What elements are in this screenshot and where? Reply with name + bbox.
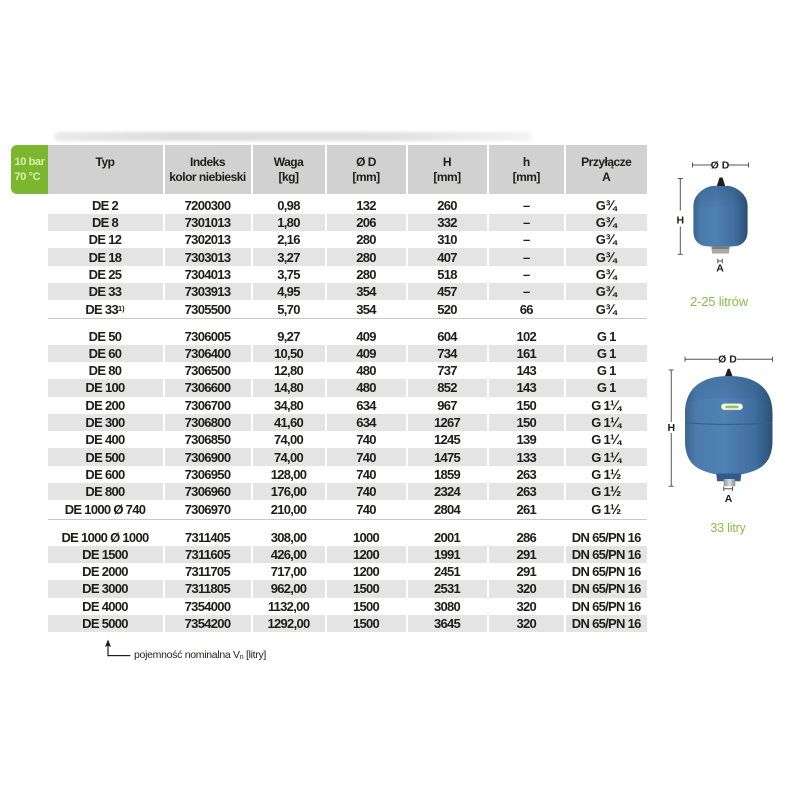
svg-text:Ø D: Ø D — [711, 160, 730, 172]
svg-text:A: A — [725, 493, 733, 505]
svg-text:A: A — [716, 263, 724, 275]
svg-text:Ø D: Ø D — [718, 354, 737, 366]
svg-text:H: H — [677, 215, 685, 227]
svg-text:H: H — [667, 422, 675, 434]
